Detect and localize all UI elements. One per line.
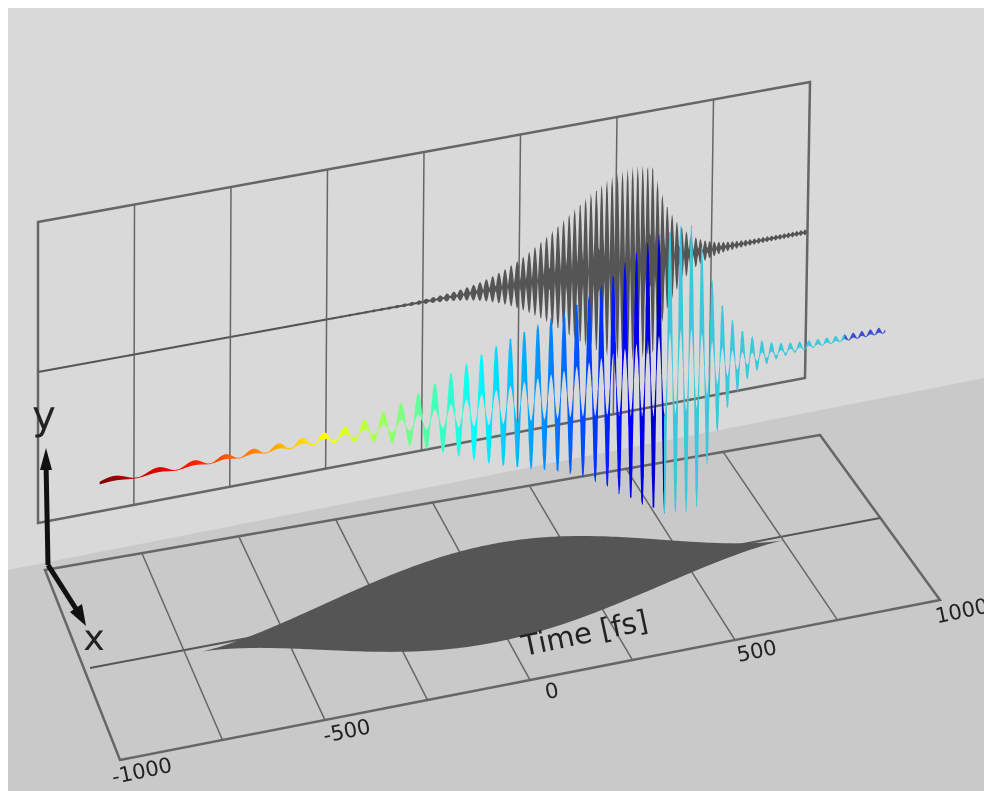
axis-triad: y x: [32, 393, 104, 659]
wall-shadow: [38, 165, 807, 372]
floor-grid-line: [141, 552, 224, 741]
floor-grid-line: [44, 569, 121, 761]
shadows: [38, 165, 807, 652]
floor-grid-line: [819, 434, 941, 601]
x-arrow-head: [70, 604, 86, 626]
x-axis-label: x: [83, 618, 104, 659]
pulse-ribbon: [99, 225, 886, 514]
x-tick-label: 0: [543, 678, 561, 704]
y-arrow-head: [40, 448, 52, 470]
wall-grid-line: [420, 151, 425, 451]
y-axis-label: y: [32, 393, 56, 439]
wall-grid-line: [229, 186, 232, 487]
floor-grid-line: [722, 451, 839, 621]
y-arrow: [43, 461, 51, 566]
x-arrow: [45, 563, 81, 614]
ribbon-segment: [883, 329, 886, 334]
floor-shadow: [200, 536, 785, 652]
wall-grid-line: [804, 81, 811, 379]
